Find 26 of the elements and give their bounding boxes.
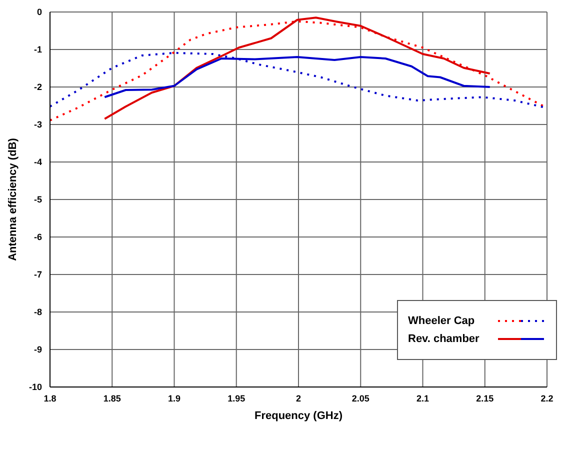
x-tick-label: 2.05 xyxy=(352,393,370,404)
x-tick-label: 1.8 xyxy=(44,393,56,404)
y-tick-label: -9 xyxy=(34,344,42,355)
y-tick-label: -3 xyxy=(34,120,42,130)
x-tick-label: 1.85 xyxy=(103,393,121,404)
line-series xyxy=(104,56,491,98)
x-axis-title: Frequency (GHz) xyxy=(254,410,343,422)
x-tick-label: 1.95 xyxy=(228,393,246,404)
line-series xyxy=(104,16,491,120)
x-tick-label: 2.1 xyxy=(416,393,430,404)
y-tick-label: -7 xyxy=(34,270,42,280)
legend-label: Wheeler Cap xyxy=(408,315,475,327)
y-tick-label: 0 xyxy=(36,7,42,18)
y-axis-title: Antenna efficiency (dB) xyxy=(6,138,19,261)
y-tick-label: -5 xyxy=(34,194,42,205)
y-tick-label: -1 xyxy=(34,44,42,55)
y-tick-label: -6 xyxy=(34,232,42,242)
x-tick-label: 2.2 xyxy=(540,393,554,404)
x-tick-label: 1.9 xyxy=(168,393,181,404)
y-tick-label: -4 xyxy=(34,157,42,168)
legend-label: Rev. chamber xyxy=(408,333,480,345)
x-tick-label: 2 xyxy=(296,393,302,404)
y-tick-label: -8 xyxy=(34,307,42,318)
y-tick-label: -2 xyxy=(34,82,42,92)
x-tick-label: 2.15 xyxy=(476,393,494,404)
y-tick-label: -10 xyxy=(28,382,42,392)
